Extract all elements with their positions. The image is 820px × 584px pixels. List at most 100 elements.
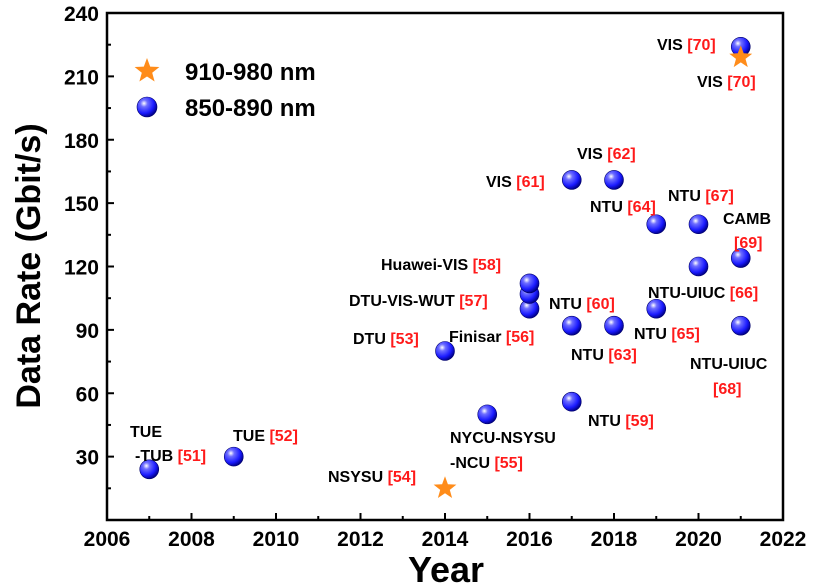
annotation-source: NTU — [588, 413, 621, 430]
legend-entry: 910-980 nm — [134, 58, 316, 86]
annotation-line: -TUB [51] — [135, 448, 206, 465]
annotation-source: Huawei-VIS — [381, 257, 468, 274]
annotation-reference: [54] — [383, 469, 416, 486]
annotation-source: NTU — [571, 347, 604, 364]
annotation-line: CAMB — [723, 211, 771, 228]
sphere-point — [223, 446, 244, 467]
point-annotation: NTU [65] — [634, 326, 700, 343]
annotation-line: [69] — [734, 235, 762, 252]
annotation-line: Finisar [56] — [449, 329, 534, 346]
annotation-reference: [65] — [667, 326, 700, 343]
sphere-point — [646, 298, 667, 319]
annotation-reference: [51] — [173, 448, 206, 465]
point-annotation: VIS [70] — [657, 37, 716, 54]
annotation-source: NSYSU — [328, 469, 383, 486]
annotation-source: -TUB — [135, 448, 173, 465]
annotation-line: NTU [63] — [571, 347, 637, 364]
y-tick-label: 180 — [64, 130, 99, 153]
sphere-point — [561, 391, 582, 412]
y-axis: 30 60 90 120 150 180 210 240 — [64, 3, 114, 490]
annotation-source: VIS — [577, 146, 603, 163]
point-annotations: TUE -TUB [51] TUE [52] NSYSU [54] DTU [53] NY… — [130, 37, 771, 486]
annotation-line: NSYSU [54] — [328, 469, 416, 486]
annotation-line: -NCU [55] — [450, 455, 523, 472]
sphere-point — [561, 315, 582, 336]
annotation-line: NTU-UIUC [66] — [648, 285, 758, 302]
sphere-point — [730, 248, 751, 268]
legend-star-marker — [134, 58, 160, 82]
y-axis-title: Data Rate (Gbit/s) — [10, 123, 48, 408]
legend-sphere-marker — [136, 96, 158, 118]
annotation-reference: [67] — [701, 188, 734, 205]
point-annotation: VIS [61] — [486, 174, 545, 191]
sphere-point — [646, 214, 667, 235]
point-annotation: Huawei-VIS [58] — [381, 257, 501, 274]
sphere-point — [730, 315, 751, 336]
sphere-point — [435, 341, 455, 361]
sphere-point — [604, 315, 624, 336]
annotation-reference: [59] — [621, 413, 654, 430]
annotation-source: DTU — [353, 331, 386, 348]
point-annotation: NTU [60] — [549, 296, 615, 313]
annotation-line: NTU [60] — [549, 296, 615, 313]
annotation-reference: [66] — [725, 285, 758, 302]
annotation-reference: [56] — [501, 329, 534, 346]
annotation-source: Finisar — [449, 329, 501, 346]
annotation-reference: [55] — [490, 455, 523, 472]
annotation-source: CAMB — [723, 211, 771, 228]
point-annotation: TUE [52] — [233, 428, 298, 445]
annotation-source: TUE — [130, 424, 162, 441]
annotation-reference: [52] — [265, 428, 298, 445]
point-annotation: CAMB [69] — [723, 211, 771, 252]
annotation-reference: [58] — [468, 257, 501, 274]
annotation-reference: [64] — [623, 199, 656, 216]
legend-entry: 850-890 nm — [136, 95, 316, 122]
x-tick-label: 2018 — [591, 528, 638, 551]
sphere-point — [688, 214, 709, 235]
star-point — [433, 476, 457, 498]
annotation-line: [68] — [713, 381, 741, 398]
annotation-reference: [60] — [582, 296, 615, 313]
annotation-source: NTU — [668, 188, 701, 205]
annotation-source: VIS — [657, 37, 683, 54]
sphere-point — [477, 404, 498, 425]
annotation-source: TUE — [233, 428, 265, 445]
sphere-point — [561, 170, 582, 190]
point-annotation: DTU [53] — [353, 331, 419, 348]
y-tick-label: 60 — [76, 383, 99, 406]
annotation-reference: [68] — [713, 381, 741, 398]
legend-label: 910-980 nm — [185, 59, 316, 86]
x-tick-label: 2022 — [760, 528, 807, 551]
annotation-line: NTU [59] — [588, 413, 654, 430]
point-annotation: Finisar [56] — [449, 329, 534, 346]
annotation-source: NTU-UIUC — [648, 285, 726, 302]
annotation-line: TUE — [130, 424, 162, 441]
point-annotation: TUE -TUB [51] — [130, 424, 206, 465]
data-points — [139, 36, 753, 498]
annotation-source: -NCU — [450, 455, 490, 472]
point-annotation: NTU-UIUC [66] — [648, 285, 758, 302]
annotation-line: NTU [64] — [590, 199, 656, 216]
point-annotation: VIS [70] — [697, 74, 756, 91]
x-tick-label: 2020 — [675, 528, 722, 551]
point-annotation: DTU-VIS-WUT [57] — [349, 293, 488, 310]
annotation-line: Huawei-VIS [58] — [381, 257, 501, 274]
x-axis-title: Year — [408, 549, 484, 584]
sphere-point — [519, 273, 540, 294]
annotation-line: NTU-UIUC — [690, 356, 768, 373]
annotation-source: NTU — [590, 199, 623, 216]
annotation-source: VIS — [697, 74, 723, 91]
annotation-source: NTU-UIUC — [690, 356, 768, 373]
x-tick-label: 2014 — [422, 528, 469, 551]
annotation-reference: [57] — [455, 293, 488, 310]
point-annotation: VIS [62] — [577, 146, 636, 163]
annotation-source: NTU — [634, 326, 667, 343]
y-tick-label: 90 — [76, 320, 99, 343]
sphere-point — [688, 256, 709, 277]
annotation-line: VIS [62] — [577, 146, 636, 163]
y-tick-label: 30 — [76, 447, 99, 470]
annotation-source: VIS — [486, 174, 512, 191]
annotation-line: NYCU-NSYSU — [450, 430, 556, 447]
annotation-reference: [70] — [683, 37, 716, 54]
